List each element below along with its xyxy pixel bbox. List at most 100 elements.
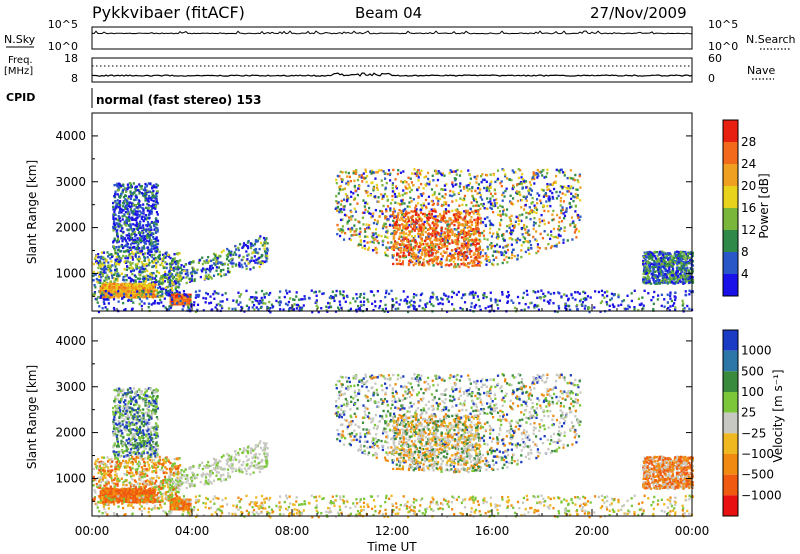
power-cell [428, 224, 432, 227]
power-cell [424, 251, 427, 254]
power-cell [452, 170, 456, 173]
power-cell [476, 219, 479, 223]
power-cell [509, 219, 512, 223]
power-cell [136, 206, 139, 209]
power-cell [493, 188, 496, 192]
power-cell [535, 208, 539, 211]
power-cell [431, 232, 434, 235]
power-cell [145, 287, 148, 291]
power-cell [501, 199, 504, 202]
power-cell [420, 169, 423, 173]
power-cell [187, 297, 191, 300]
power-cell [133, 191, 136, 194]
power-cell [155, 264, 158, 267]
power-cell [533, 210, 536, 214]
power-cell [147, 213, 150, 217]
power-cell [94, 256, 97, 260]
power-cell [500, 253, 503, 257]
power-cell [167, 280, 170, 284]
power-cell [461, 218, 465, 221]
power-cell [417, 251, 420, 254]
power-cell [119, 259, 122, 262]
power-cell [206, 261, 210, 264]
power-cell [118, 294, 121, 298]
power-cell [570, 197, 573, 201]
power-cell [234, 253, 238, 256]
power-cell [136, 188, 140, 192]
power-cell [466, 243, 470, 246]
power-cell [389, 179, 392, 182]
power-cell [429, 226, 432, 230]
power-cell [528, 181, 532, 184]
power-cell [340, 180, 344, 183]
power-cell [527, 189, 530, 192]
power-cell [335, 181, 338, 185]
power-cell [196, 268, 199, 271]
power-cell [486, 216, 489, 219]
power-cell [502, 237, 505, 240]
power-cell [124, 250, 127, 253]
power-cell [142, 238, 145, 242]
power-cell [437, 199, 440, 203]
power-cell [347, 181, 350, 185]
power-cell [436, 224, 439, 227]
power-cell [522, 236, 525, 239]
power-cell [503, 239, 506, 242]
power-cell [376, 186, 379, 190]
power-cell [210, 259, 213, 263]
power-cell [479, 188, 482, 191]
power-cell [205, 276, 209, 280]
power-cell [505, 245, 508, 248]
power-cell [467, 246, 470, 249]
power-cell [155, 266, 158, 269]
power-cell [141, 277, 144, 281]
power-cell [439, 236, 442, 240]
power-cell [389, 202, 393, 205]
power-cell [148, 223, 151, 226]
power-cell [478, 246, 482, 250]
power-cell [174, 301, 177, 304]
power-cell [137, 289, 141, 292]
power-cell [172, 266, 176, 270]
power-cell [458, 247, 461, 250]
power-cell [160, 287, 163, 291]
power-cell [125, 285, 129, 288]
power-cell [542, 168, 545, 172]
power-cell [364, 247, 367, 250]
power-cell [154, 244, 157, 248]
power-cell [525, 195, 528, 198]
power-cell [115, 294, 118, 297]
power-cell [119, 220, 122, 223]
power-cell [93, 273, 96, 276]
power-cell [399, 203, 402, 206]
power-cell [97, 271, 100, 275]
power-cell [415, 226, 418, 229]
power-cell [120, 283, 123, 286]
power-cell [150, 212, 153, 215]
power-cell [485, 263, 488, 266]
power-cell [416, 202, 420, 205]
power-cell [148, 286, 152, 289]
power-cell [441, 195, 444, 198]
power-cell [521, 233, 524, 236]
power-cell [394, 223, 397, 226]
power-cell [134, 275, 138, 279]
power-cell [152, 232, 155, 235]
power-cell [454, 238, 457, 242]
power-cell [518, 214, 521, 217]
power-cell [446, 231, 449, 234]
power-cell [363, 211, 366, 214]
power-cell [119, 256, 122, 260]
power-cell [147, 259, 150, 262]
power-cell [104, 288, 107, 291]
power-cell [121, 227, 124, 230]
power-cell [178, 252, 181, 255]
power-cell [441, 244, 444, 248]
power-cell [475, 258, 479, 262]
power-cell [382, 170, 385, 173]
power-cell [142, 207, 145, 211]
power-cell [135, 194, 138, 197]
power-cell [543, 176, 546, 179]
power-cell [178, 283, 181, 286]
power-cell [433, 193, 436, 196]
